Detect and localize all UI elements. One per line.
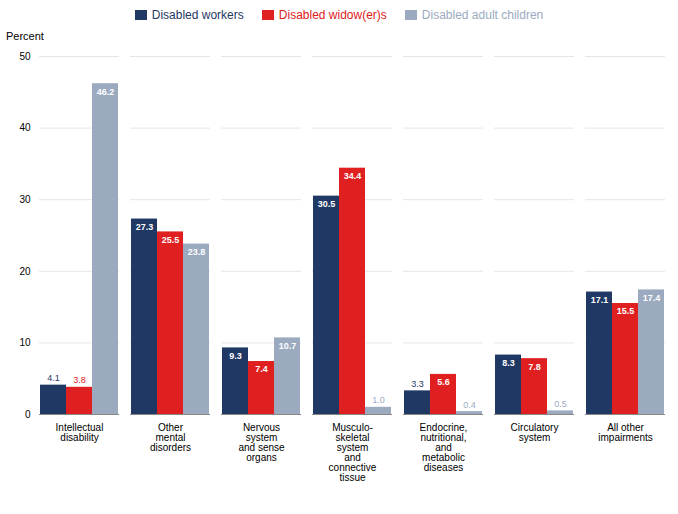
svg-text:20: 20 — [19, 266, 31, 277]
svg-text:3.8: 3.8 — [73, 375, 86, 385]
svg-text:34.4: 34.4 — [344, 171, 362, 181]
svg-text:50: 50 — [19, 51, 31, 62]
svg-text:Musculo-skeletalsystemandconne: Musculo-skeletalsystemandconnectivetissu… — [329, 422, 377, 483]
svg-text:10.7: 10.7 — [279, 341, 297, 351]
svg-text:All otherimpairments: All otherimpairments — [598, 422, 652, 443]
svg-text:3.3: 3.3 — [411, 379, 424, 389]
svg-text:25.5: 25.5 — [162, 235, 180, 245]
svg-text:17.1: 17.1 — [591, 295, 609, 305]
svg-text:30: 30 — [19, 194, 31, 205]
svg-text:46.2: 46.2 — [97, 87, 115, 97]
svg-text:8.3: 8.3 — [502, 358, 515, 368]
svg-text:15.5: 15.5 — [617, 306, 635, 316]
svg-text:Circulatorysystem: Circulatorysystem — [511, 422, 559, 443]
svg-text:40: 40 — [19, 122, 31, 133]
html-text:Percent: Percent — [6, 30, 44, 42]
svg-text:Othermentaldisorders: Othermentaldisorders — [150, 422, 191, 453]
html-text:Disabled adult children: Disabled adult children — [421, 8, 544, 22]
svg-text:17.4: 17.4 — [643, 293, 661, 303]
svg-text:Intellectualdisability: Intellectualdisability — [56, 422, 104, 443]
svg-text:23.8: 23.8 — [188, 247, 206, 257]
svg-text:0.4: 0.4 — [463, 400, 476, 410]
svg-text:0: 0 — [25, 409, 31, 420]
svg-text:5.6: 5.6 — [437, 377, 450, 387]
svg-text:0.5: 0.5 — [554, 399, 567, 409]
svg-text:Nervoussystemand senseorgans: Nervoussystemand senseorgans — [238, 422, 285, 463]
svg-text:Endocrine,nutritional,andmetab: Endocrine,nutritional,andmetabolicdiseas… — [420, 422, 468, 473]
svg-text:1.0: 1.0 — [372, 395, 385, 405]
html-text:Disabled widow(er)s: Disabled widow(er)s — [278, 8, 387, 22]
html-text:Disabled workers: Disabled workers — [151, 8, 244, 22]
svg-text:30.5: 30.5 — [318, 199, 336, 209]
svg-text:10: 10 — [19, 337, 31, 348]
svg-text:4.1: 4.1 — [47, 373, 60, 383]
svg-text:9.3: 9.3 — [229, 351, 242, 361]
svg-text:7.4: 7.4 — [255, 364, 268, 374]
svg-text:7.8: 7.8 — [528, 362, 541, 372]
svg-text:27.3: 27.3 — [136, 222, 154, 232]
